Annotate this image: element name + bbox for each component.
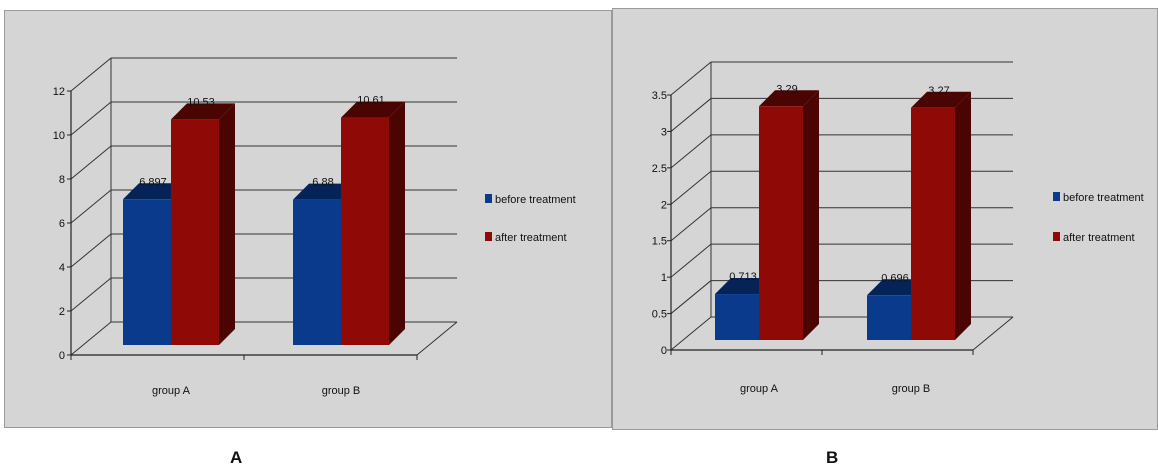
- bar-side: [219, 103, 235, 345]
- y-tick-label: 2: [59, 306, 65, 318]
- panel-label-b: B: [826, 448, 839, 467]
- legend-label: after treatment: [495, 232, 567, 244]
- data-label: 10.61: [357, 95, 385, 107]
- y-tick-label: 0: [661, 345, 667, 357]
- chart-b-svg: 0 0.5 1 1.5 2 2.5 3 3.5 group A 0.713 3.29 group B 0…: [652, 61, 1144, 395]
- grid-side-line: [670, 207, 712, 242]
- y-tick-label: 10: [53, 130, 65, 142]
- y-tick-label: 1: [661, 272, 667, 284]
- bar-top: [341, 101, 405, 118]
- grid-side-line: [670, 134, 712, 169]
- grid-side-line: [70, 233, 112, 268]
- bar-top: [759, 90, 819, 107]
- y-tick-label: 4: [59, 262, 65, 274]
- bar: [123, 199, 171, 345]
- bar: [341, 117, 389, 345]
- bar: [715, 294, 759, 340]
- bar: [293, 199, 341, 345]
- grid-side-line: [70, 145, 112, 180]
- floor-edge: [416, 321, 458, 356]
- data-label: 3.27: [928, 85, 949, 97]
- y-tick-label: 2: [661, 199, 667, 211]
- grid-side-line: [70, 57, 112, 92]
- y-tick-label: 8: [59, 174, 65, 186]
- grid-side-line: [70, 321, 112, 356]
- legend-label: after treatment: [1063, 232, 1135, 244]
- bar-top: [911, 91, 971, 108]
- bar-side: [955, 91, 971, 340]
- bar: [867, 295, 911, 340]
- x-category-label: group A: [740, 383, 779, 395]
- data-label: 10.53: [187, 96, 215, 108]
- bar-side: [389, 101, 405, 345]
- grid-side-line: [70, 101, 112, 136]
- x-category-label: group A: [152, 385, 191, 397]
- grid-side-line: [70, 189, 112, 224]
- y-tick-label: 3.5: [652, 90, 667, 102]
- legend-label: before treatment: [1063, 192, 1144, 204]
- bar-side: [803, 90, 819, 340]
- y-tick-label: 0.5: [652, 309, 667, 321]
- y-tick-label: 12: [53, 86, 65, 98]
- data-label: 6.897: [139, 176, 167, 188]
- x-category-label: group B: [892, 383, 931, 395]
- data-label: 3.29: [776, 83, 797, 95]
- y-tick-label: 6: [59, 218, 65, 230]
- y-tick-label: 0: [59, 350, 65, 362]
- bar: [911, 107, 955, 340]
- legend-swatch: [485, 194, 492, 203]
- panel-label-a: A: [230, 448, 243, 467]
- chart-panel-a: 0 2 4 6 8 10 12 group A 6.897 10.53 group B 6.88 10.…: [4, 10, 612, 428]
- data-label: 6.88: [312, 177, 333, 189]
- floor-edge: [972, 316, 1014, 351]
- grid-side-line: [670, 61, 712, 96]
- legend-swatch: [485, 232, 492, 241]
- chart-panel-b: 0 0.5 1 1.5 2 2.5 3 3.5 group A 0.713 3.29 group B 0…: [612, 8, 1158, 430]
- grid-side-line: [670, 243, 712, 278]
- legend-label: before treatment: [495, 194, 576, 206]
- chart-a-svg: 0 2 4 6 8 10 12 group A 6.897 10.53 group B 6.88 10.…: [53, 57, 576, 397]
- y-tick-label: 1.5: [652, 236, 667, 248]
- bar: [759, 106, 803, 340]
- legend-swatch: [1053, 232, 1060, 241]
- grid-side-line: [670, 98, 712, 132]
- x-category-label: group B: [322, 385, 361, 397]
- grid-side-line: [70, 277, 112, 312]
- grid-side-line: [670, 316, 712, 351]
- data-label: 0.696: [881, 272, 909, 284]
- legend-swatch: [1053, 192, 1060, 201]
- bar: [171, 119, 219, 345]
- grid-side-line: [670, 280, 712, 314]
- data-label: 0.713: [729, 271, 757, 283]
- y-tick-label: 3: [661, 126, 667, 138]
- y-tick-label: 2.5: [652, 163, 667, 175]
- bar-top: [171, 103, 235, 120]
- grid-side-line: [670, 170, 712, 205]
